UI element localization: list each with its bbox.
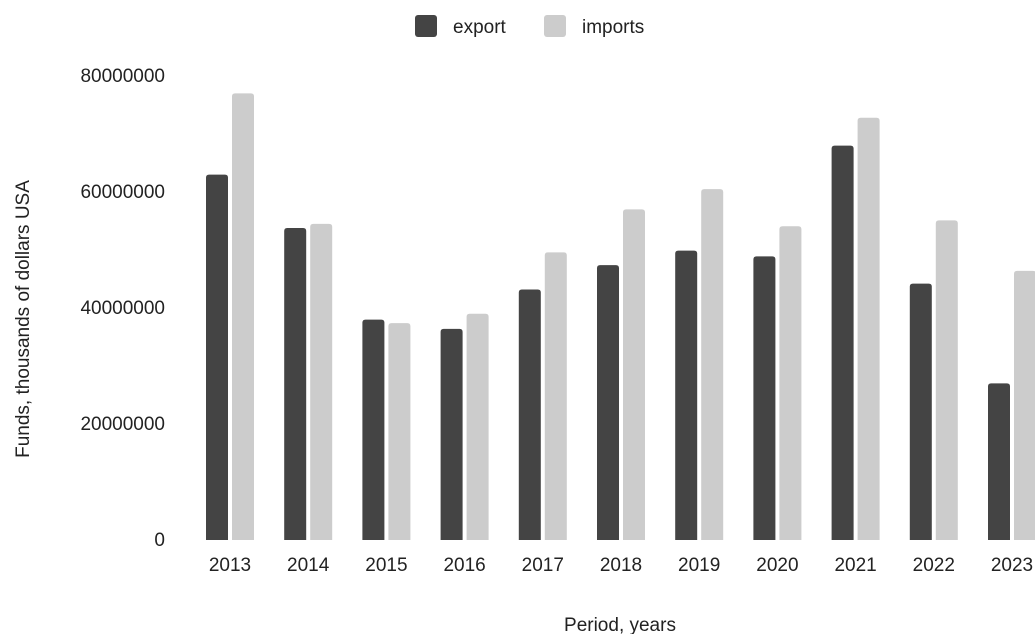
bar-imports-2018 [623, 209, 645, 540]
bar-imports-2015 [388, 323, 411, 540]
legend-swatch-imports [544, 15, 566, 37]
bar-export-2017 [518, 289, 541, 540]
bar-imports-2014 [310, 223, 333, 540]
x-tick-label: 2019 [678, 555, 720, 576]
bar-imports-2019 [701, 189, 724, 540]
x-tick-label: 2015 [365, 555, 407, 576]
bar-export-2019 [675, 250, 698, 540]
bar-export-2018 [597, 265, 619, 540]
legend: export imports [415, 15, 644, 38]
x-tick-label: 2013 [209, 555, 251, 576]
x-tick-label: 2020 [756, 555, 798, 576]
bar-imports-2021 [857, 117, 880, 540]
legend-label-imports: imports [582, 17, 644, 38]
legend-swatch-export [415, 15, 437, 37]
bar-export-2013 [206, 174, 228, 540]
x-tick-label: 2023 [991, 555, 1033, 576]
y-tick-label: 20000000 [80, 414, 165, 435]
bar-export-2021 [831, 145, 854, 540]
bar-imports-2020 [779, 226, 802, 540]
bar-imports-2016 [466, 313, 489, 540]
bar-imports-2017 [544, 252, 567, 540]
x-axis-title: Period, years [564, 615, 676, 634]
bar-imports-2022 [935, 220, 958, 541]
y-tick-label: 80000000 [80, 66, 165, 87]
bar-export-2022 [909, 283, 932, 540]
x-tick-label: 2016 [443, 555, 485, 576]
bars [206, 93, 1035, 541]
y-axis-title: Funds, thousands of dollars USA [13, 180, 34, 458]
x-axis-ticks: 2013 2014 2015 2016 2017 2018 2019 2020 2021 2022… [209, 555, 1033, 576]
y-tick-label: 60000000 [80, 182, 165, 203]
y-tick-label: 40000000 [80, 298, 165, 319]
bar-imports-2023 [1014, 270, 1035, 540]
bar-export-2020 [753, 256, 776, 540]
x-tick-label: 2017 [522, 555, 564, 576]
legend-label-export: export [453, 17, 507, 38]
y-axis-ticks: 0 20000000 40000000 60000000 80000000 [80, 66, 165, 551]
bar-export-2015 [362, 319, 385, 540]
bar-imports-2013 [232, 93, 254, 541]
x-tick-label: 2021 [834, 555, 876, 576]
x-tick-label: 2018 [600, 555, 642, 576]
y-tick-label: 0 [154, 530, 165, 551]
x-tick-label: 2014 [287, 555, 330, 576]
bar-export-2014 [284, 227, 307, 540]
x-tick-label: 2022 [913, 555, 955, 576]
bar-export-2023 [988, 383, 1010, 540]
bar-export-2016 [440, 328, 463, 540]
